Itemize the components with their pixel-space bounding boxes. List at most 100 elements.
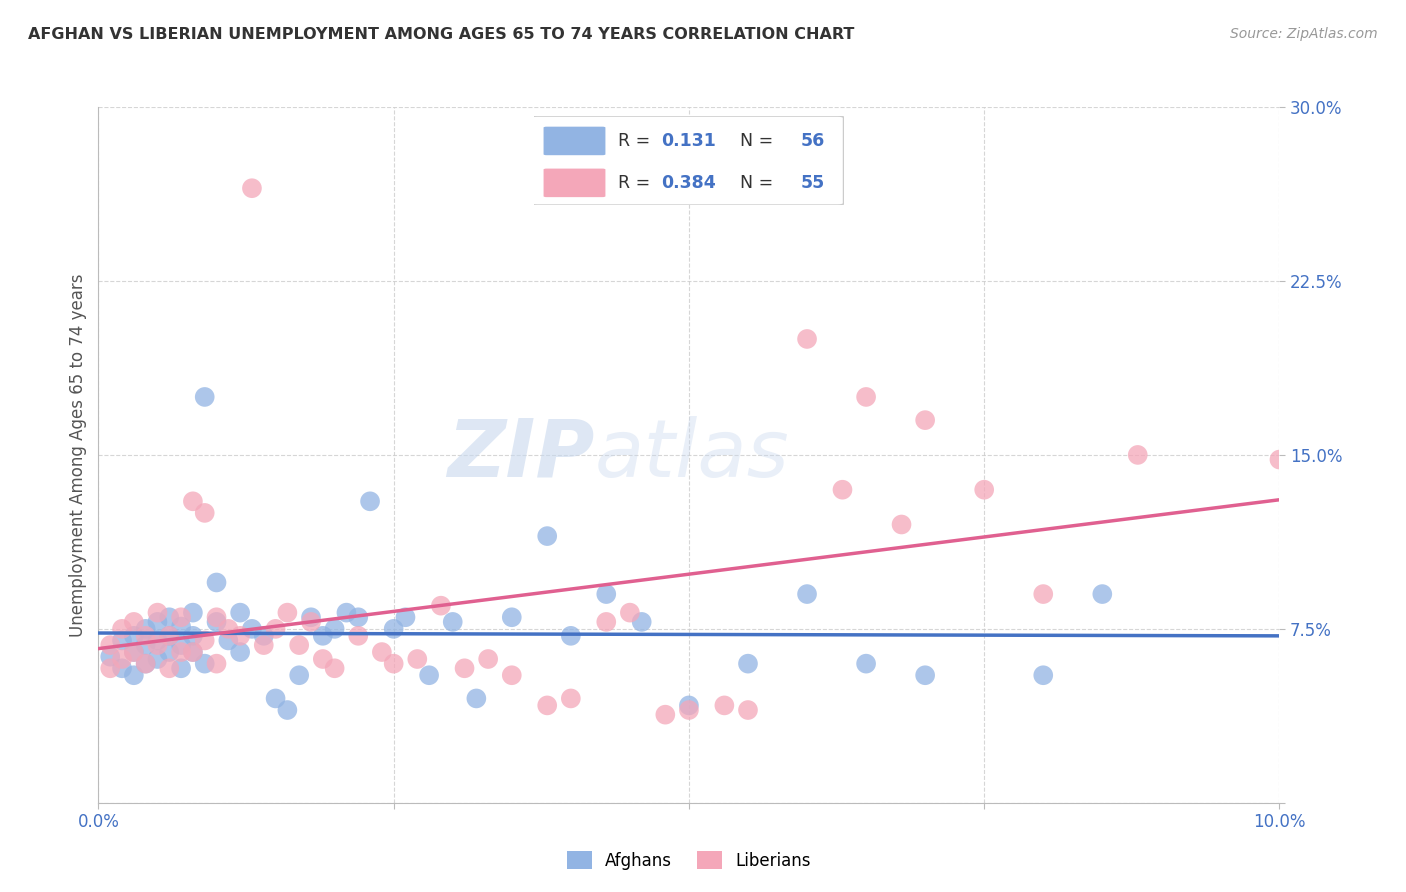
Point xyxy=(441,615,464,629)
Text: atlas: atlas xyxy=(595,416,789,494)
Point xyxy=(157,629,180,643)
Point xyxy=(312,652,335,666)
Point xyxy=(914,413,936,427)
Point xyxy=(347,610,370,624)
Point xyxy=(1032,587,1054,601)
Point xyxy=(1268,452,1291,467)
Point xyxy=(135,629,157,643)
Text: AFGHAN VS LIBERIAN UNEMPLOYMENT AMONG AGES 65 TO 74 YEARS CORRELATION CHART: AFGHAN VS LIBERIAN UNEMPLOYMENT AMONG AG… xyxy=(28,27,855,42)
Text: 0.384: 0.384 xyxy=(661,174,716,192)
Text: ZIP: ZIP xyxy=(447,416,595,494)
Text: 55: 55 xyxy=(800,174,824,192)
Point xyxy=(135,657,157,671)
FancyBboxPatch shape xyxy=(531,116,844,205)
Point xyxy=(170,610,193,624)
Point xyxy=(453,661,475,675)
Point xyxy=(501,610,523,624)
Point xyxy=(111,622,134,636)
Point xyxy=(146,606,169,620)
Point xyxy=(536,529,558,543)
Point xyxy=(264,622,287,636)
Point xyxy=(501,668,523,682)
Point xyxy=(122,645,145,659)
Point xyxy=(288,668,311,682)
Point xyxy=(1091,587,1114,601)
Point xyxy=(347,629,370,643)
Point xyxy=(122,645,145,659)
Point xyxy=(560,691,582,706)
Point xyxy=(465,691,488,706)
Point xyxy=(855,657,877,671)
Point xyxy=(194,633,217,648)
Point xyxy=(299,610,322,624)
Point xyxy=(181,494,204,508)
Point xyxy=(205,657,228,671)
Point xyxy=(678,703,700,717)
Text: N =: N = xyxy=(730,132,779,150)
Point xyxy=(170,645,193,659)
Point xyxy=(135,657,157,671)
Point xyxy=(418,668,440,682)
Point xyxy=(678,698,700,713)
Point xyxy=(146,652,169,666)
Point xyxy=(264,691,287,706)
Point xyxy=(382,622,405,636)
Point xyxy=(1032,668,1054,682)
Point xyxy=(205,610,228,624)
Point xyxy=(98,638,121,652)
Point xyxy=(560,629,582,643)
Point xyxy=(111,633,134,648)
Point xyxy=(276,703,298,717)
Point xyxy=(146,615,169,629)
Point xyxy=(406,652,429,666)
Text: N =: N = xyxy=(730,174,779,192)
Point xyxy=(217,633,239,648)
Point xyxy=(394,610,416,624)
Point xyxy=(229,606,252,620)
Point xyxy=(181,645,204,659)
Point xyxy=(205,575,228,590)
Point xyxy=(122,668,145,682)
Point xyxy=(737,657,759,671)
Text: 56: 56 xyxy=(800,132,824,150)
Point xyxy=(194,657,217,671)
Point xyxy=(111,652,134,666)
Point xyxy=(619,606,641,620)
Point xyxy=(536,698,558,713)
Point xyxy=(299,615,322,629)
Point xyxy=(288,638,311,652)
Point xyxy=(98,661,121,675)
Point xyxy=(217,622,239,636)
Point xyxy=(146,633,169,648)
Point xyxy=(335,606,357,620)
Point xyxy=(135,638,157,652)
Point xyxy=(240,181,263,195)
Point xyxy=(312,629,335,643)
Point xyxy=(194,506,217,520)
FancyBboxPatch shape xyxy=(544,127,606,155)
Point xyxy=(194,390,217,404)
Point xyxy=(157,661,180,675)
Text: R =: R = xyxy=(617,174,655,192)
FancyBboxPatch shape xyxy=(544,169,606,197)
Point xyxy=(122,629,145,643)
Point xyxy=(157,645,180,659)
Text: R =: R = xyxy=(617,132,655,150)
Point xyxy=(181,606,204,620)
Point xyxy=(170,619,193,633)
Point xyxy=(359,494,381,508)
Point xyxy=(135,622,157,636)
Text: 0.131: 0.131 xyxy=(661,132,716,150)
Point xyxy=(796,587,818,601)
Point xyxy=(181,629,204,643)
Point xyxy=(914,668,936,682)
Point xyxy=(430,599,453,613)
Point xyxy=(170,638,193,652)
Point xyxy=(595,587,617,601)
Point xyxy=(855,390,877,404)
Point xyxy=(253,638,276,652)
Point xyxy=(973,483,995,497)
Legend: Afghans, Liberians: Afghans, Liberians xyxy=(558,843,820,878)
Point xyxy=(371,645,394,659)
Point xyxy=(253,629,276,643)
